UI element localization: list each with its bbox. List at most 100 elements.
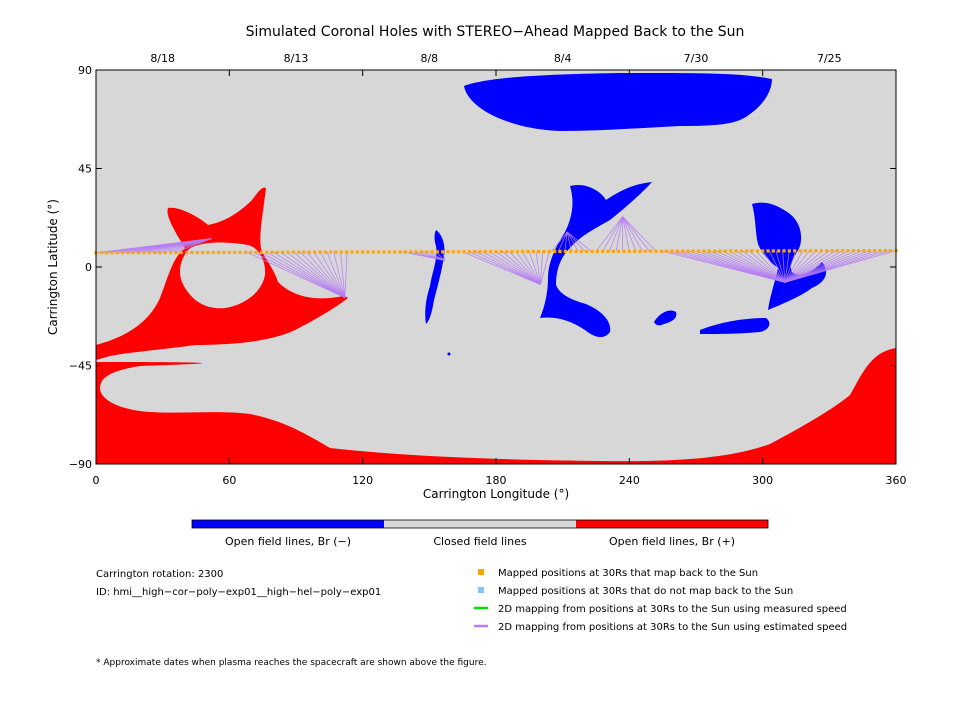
legend-marker-1 xyxy=(478,587,484,593)
mapped-position-point xyxy=(318,250,322,254)
mapping-line-0 xyxy=(169,238,212,253)
mapped-position-point xyxy=(718,249,722,253)
mapped-position-point xyxy=(483,250,487,254)
mapped-position-point xyxy=(105,251,109,255)
colorbar-segment-0 xyxy=(192,520,384,528)
mapped-position-point xyxy=(110,251,114,255)
mapping-line-6 xyxy=(762,250,786,283)
mapping-line-1 xyxy=(273,251,346,298)
mapped-position-point xyxy=(867,249,871,253)
mapped-position-point xyxy=(707,249,711,253)
mapped-position-point xyxy=(803,249,807,253)
mapping-line-6 xyxy=(775,250,786,283)
mapping-line-3 xyxy=(502,251,541,285)
mapped-position-point xyxy=(814,249,818,253)
mapping-line-6 xyxy=(784,250,804,283)
y-tick-label-0: 90 xyxy=(78,64,92,77)
mapped-position-point xyxy=(531,249,535,254)
mapping-line-1 xyxy=(344,252,348,298)
legend: Mapped positions at 30Rs that map back t… xyxy=(474,568,847,633)
mapped-position-point xyxy=(494,250,498,254)
mapped-position-point xyxy=(222,250,226,255)
mapping-line-1 xyxy=(266,251,346,298)
mapped-position-point xyxy=(147,251,151,255)
mapped-position-point xyxy=(99,251,103,255)
mapped-position-point xyxy=(846,249,850,253)
mapping-line-3 xyxy=(475,251,541,285)
mapping-line-3 xyxy=(489,251,541,285)
mapping-line-3 xyxy=(540,251,550,285)
mapped-position-point xyxy=(649,249,653,253)
legend-label-0: Mapped positions at 30Rs that map back t… xyxy=(498,568,758,579)
mapped-position-point xyxy=(702,249,706,253)
mapped-position-point xyxy=(569,249,573,254)
mapping-line-1 xyxy=(333,252,346,298)
mapping-line-6 xyxy=(735,250,786,283)
mapped-position-point xyxy=(723,249,727,253)
date-label-3: 8/4 xyxy=(554,52,572,65)
mapping-line-4 xyxy=(566,231,592,252)
mapped-position-point xyxy=(366,250,370,254)
low-latitude-red-region xyxy=(96,187,348,360)
mapped-position-point xyxy=(414,250,418,254)
mapped-position-point xyxy=(291,250,295,254)
mapped-position-point xyxy=(467,250,471,254)
x-tick-label-1: 60 xyxy=(222,474,236,487)
colorbar-segment-2 xyxy=(576,520,768,528)
mapping-line-1 xyxy=(306,251,346,298)
mapped-position-point xyxy=(798,249,802,253)
carrington-rotation-text: Carrington rotation: 2300 xyxy=(96,569,223,580)
mapped-position-point xyxy=(729,249,733,253)
mapped-position-point xyxy=(771,249,775,253)
northern-blue-region xyxy=(464,72,772,131)
mapped-position-point xyxy=(153,251,157,255)
mapping-line-6 xyxy=(784,250,897,283)
mapped-position-point xyxy=(745,249,749,253)
mapped-position-point xyxy=(878,249,882,253)
mapping-line-1 xyxy=(300,251,346,298)
mapped-position-point xyxy=(889,248,893,253)
mapping-line-4 xyxy=(557,231,568,252)
mapping-line-6 xyxy=(722,250,786,283)
mapped-position-point xyxy=(819,249,823,253)
mapping-line-6 xyxy=(784,250,850,283)
mapped-position-point xyxy=(681,249,685,253)
mapping-line-6 xyxy=(784,250,830,283)
mapping-line-1 xyxy=(320,251,346,298)
mapped-position-point xyxy=(227,250,231,255)
y-tick-label-2: 0 xyxy=(85,261,92,274)
mapped-position-point xyxy=(611,249,615,253)
mapping-line-1 xyxy=(286,251,346,298)
colorbar-label-1: Closed field lines xyxy=(433,535,527,548)
mapped-position-point xyxy=(766,249,770,253)
mapping-line-3 xyxy=(515,251,541,285)
mapping-line-5 xyxy=(622,216,650,252)
legend-label-2: 2D mapping from positions at 30Rs to the… xyxy=(498,604,847,615)
mapping-line-6 xyxy=(782,250,786,283)
x-axis: 0 60 120 180 240 300 360 xyxy=(93,70,907,487)
mapped-position-point xyxy=(409,250,413,254)
mapping-line-5 xyxy=(622,216,630,252)
mapped-position-point xyxy=(521,250,525,254)
mapped-position-point xyxy=(393,250,397,254)
mapped-position-point xyxy=(377,250,381,254)
mapped-position-point xyxy=(387,250,391,254)
mapping-line-4 xyxy=(566,231,579,252)
mapped-position-point xyxy=(670,249,674,253)
mapped-position-point xyxy=(777,249,781,253)
mapped-position-point xyxy=(126,251,130,255)
mapping-line-0 xyxy=(175,238,212,253)
mapped-position-point xyxy=(238,250,242,254)
mapped-position-point xyxy=(243,250,247,254)
mapped-position-point xyxy=(382,250,386,254)
mapped-position-point xyxy=(782,249,786,253)
mapped-position-point xyxy=(553,249,557,254)
mapped-position-point xyxy=(339,250,343,254)
mapped-position-point xyxy=(355,250,359,254)
mapped-position-point xyxy=(158,250,162,255)
mapping-line-1 xyxy=(293,251,346,298)
mapped-position-point xyxy=(643,249,647,253)
mapping-line-5 xyxy=(608,216,624,252)
mapped-position-point xyxy=(793,249,797,253)
